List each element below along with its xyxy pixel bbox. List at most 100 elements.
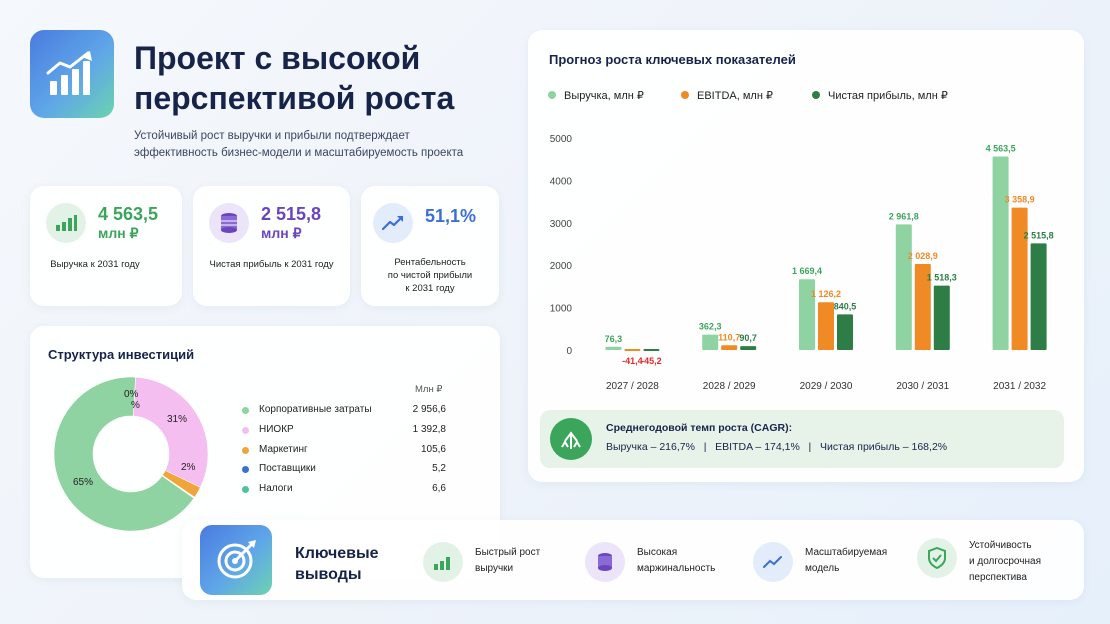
bar-data-label: 1 669,4 bbox=[792, 266, 822, 276]
bar-data-label: 3 358,9 bbox=[1005, 195, 1035, 205]
conclusion-label: Быстрый рост выручки bbox=[475, 547, 541, 574]
x-tick-label: 2028 / 2029 bbox=[703, 381, 756, 392]
legend-dot bbox=[242, 427, 249, 434]
legend-row: Корпоративные затраты 2 956,6 bbox=[242, 403, 452, 419]
bar-data-label: 90,7 bbox=[739, 333, 757, 343]
legend-dot bbox=[242, 407, 249, 414]
investments-donut-chart bbox=[54, 377, 208, 531]
bar-data-label: 4 563,5 bbox=[986, 144, 1016, 154]
y-tick-label: 0 bbox=[566, 346, 572, 357]
donut-slice bbox=[54, 377, 195, 531]
bar bbox=[933, 285, 950, 350]
legend-label: Поставщики bbox=[259, 463, 316, 474]
bar-data-label: 76,3 bbox=[605, 334, 623, 344]
legend-dot bbox=[548, 91, 556, 99]
coins-icon bbox=[585, 542, 625, 582]
bar-data-label: 2 961,8 bbox=[889, 211, 919, 221]
chart-legend-item: Чистая прибыль, млн ₽ bbox=[812, 89, 948, 102]
forecast-bar-chart: 0 1000 2000 3000 4000 5000 2027 / 2028 76,3 -41,… bbox=[550, 134, 1054, 392]
bar bbox=[605, 346, 622, 350]
cagr-values: Выручка – 216,7% | EBITDA – 174,1% | Чис… bbox=[606, 441, 948, 453]
kpi-card-net-profit: 2 515,8 млн ₽ Чистая прибыль к 2031 году bbox=[193, 186, 350, 306]
y-tick-label: 5000 bbox=[550, 134, 573, 145]
legend-row: Маркетинг 105,6 bbox=[242, 443, 452, 459]
legend-label: Выручка, млн ₽ bbox=[564, 90, 644, 102]
kpi-revenue-value-block: 4 563,5 млн ₽ bbox=[98, 204, 158, 242]
legend-label: Маркетинг bbox=[259, 444, 308, 455]
legend-row: НИОКР 1 392,8 bbox=[242, 423, 452, 439]
logo-growth-icon bbox=[30, 30, 114, 118]
bar bbox=[914, 263, 931, 350]
bar bbox=[837, 314, 853, 350]
legend-dot bbox=[242, 447, 249, 454]
kpi-caption: Выручка к 2031 году bbox=[50, 259, 140, 270]
pie-label: 31% bbox=[167, 414, 188, 425]
legend-label: EBITDA, млн ₽ bbox=[697, 90, 773, 102]
bar-data-label: 1 126,2 bbox=[811, 289, 841, 299]
legend-label: Чистая прибыль, млн ₽ bbox=[828, 90, 948, 102]
kpi-unit: млн ₽ bbox=[261, 225, 302, 241]
bar bbox=[818, 302, 834, 350]
bar-data-label: 110,7 bbox=[718, 332, 740, 342]
trend-up-icon bbox=[373, 203, 413, 243]
conclusion-label: Масштабируемая модель bbox=[805, 547, 888, 574]
legend-dot bbox=[242, 486, 249, 493]
legend-value: 5,2 bbox=[432, 463, 446, 474]
kpi-unit: млн ₽ bbox=[98, 225, 139, 241]
bar bbox=[740, 346, 757, 350]
bar bbox=[1030, 243, 1047, 350]
bar bbox=[643, 349, 660, 351]
kpi-profit-value-block: 2 515,8 млн ₽ bbox=[261, 204, 321, 242]
conclusion-label: Высокая маржинальность bbox=[637, 547, 716, 574]
kpi-card-revenue: 4 563,5 млн ₽ Выручка к 2031 году bbox=[30, 186, 182, 306]
bar-data-label: -45,2 bbox=[641, 356, 662, 366]
bar bbox=[702, 334, 719, 350]
forecast-chart-card: Прогноз роста ключевых показателей bbox=[528, 30, 1084, 482]
trend-up-icon bbox=[753, 542, 793, 582]
kpi-caption: Чистая прибыль к 2031 году bbox=[209, 259, 334, 270]
legend-dot bbox=[812, 91, 820, 99]
x-tick-label: 2030 / 2031 bbox=[896, 381, 949, 392]
kpi-value: 2 515,8 bbox=[261, 204, 322, 224]
pie-label: 0% bbox=[124, 389, 139, 400]
pie-label: 65% bbox=[73, 477, 94, 488]
bar-data-label: 2 515,8 bbox=[1024, 230, 1054, 240]
legend-value: 1 392,8 bbox=[412, 424, 446, 435]
legend-row: Поставщики 5,2 bbox=[242, 462, 452, 478]
legend-label: НИОКР bbox=[259, 424, 294, 435]
kpi-value: 4 563,5 bbox=[98, 204, 159, 224]
conclusions-title: Ключевые выводы bbox=[295, 545, 379, 583]
legend-value: 105,6 bbox=[420, 444, 446, 455]
bar-data-label: 840,5 bbox=[834, 301, 857, 311]
cagr-title: Среднегодовой темп роста (CAGR): bbox=[606, 422, 793, 434]
y-tick-label: 4000 bbox=[550, 176, 573, 187]
cagr-panel: Среднегодовой темп роста (CAGR): Выручка… bbox=[540, 410, 1064, 468]
x-tick-label: 2031 / 2032 bbox=[993, 381, 1046, 392]
bar-chart-icon bbox=[423, 542, 463, 582]
y-tick-label: 1000 bbox=[550, 304, 573, 315]
page-subtitle: Устойчивый рост выручки и прибыли подтве… bbox=[134, 130, 464, 159]
shield-check-icon bbox=[917, 538, 957, 578]
conclusion-label: Устойчивость и долгосрочная перспектива bbox=[969, 540, 1041, 583]
x-tick-label: 2029 / 2030 bbox=[800, 381, 853, 392]
bar-chart-icon bbox=[46, 203, 86, 243]
pie-label: 2% bbox=[181, 462, 196, 473]
kpi-card-margin: 51,1% Рентабельность по чистой прибыли к… bbox=[361, 186, 499, 306]
y-tick-label: 3000 bbox=[550, 219, 573, 230]
investments-title: Структура инвестиций bbox=[48, 347, 195, 362]
target-icon bbox=[200, 525, 272, 595]
chart-legend-item: EBITDA, млн ₽ bbox=[681, 89, 773, 102]
kpi-value: 51,1% bbox=[425, 206, 477, 226]
arrows-up-icon bbox=[550, 418, 592, 460]
bar bbox=[895, 224, 912, 350]
investments-card: Структура инвестиций 65% 31% 2% 0% % Млн… bbox=[30, 326, 500, 578]
coins-icon bbox=[209, 203, 249, 243]
legend-row: Налоги 6,6 bbox=[242, 482, 452, 498]
legend-dot bbox=[242, 466, 249, 473]
pie-label: % bbox=[131, 400, 140, 411]
chart-legend-item: Выручка, млн ₽ bbox=[548, 89, 644, 102]
y-tick-label: 2000 bbox=[550, 261, 573, 272]
page-title: Проект с высокой перспективой роста bbox=[134, 40, 455, 116]
bar-data-label: -41,4 bbox=[622, 356, 643, 366]
legend-label: Налоги bbox=[259, 483, 293, 494]
